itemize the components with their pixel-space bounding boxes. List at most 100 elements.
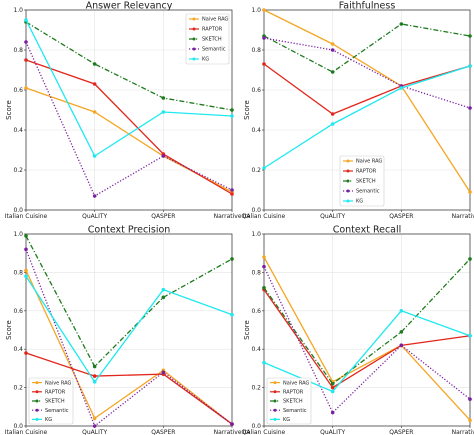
data-point — [92, 194, 97, 198]
legend-label: SKETCH — [45, 399, 65, 405]
x-tick-label: QASPER — [389, 429, 413, 435]
legend-label: Naive RAG — [45, 380, 71, 386]
data-point — [24, 247, 28, 252]
legend-label: KG — [45, 417, 52, 423]
legend-label: Semantic — [202, 47, 226, 53]
y-tick-label: 0.0 — [251, 423, 261, 430]
x-tick-label: NarrativeQA — [452, 429, 474, 435]
legend-marker — [192, 17, 196, 21]
data-point — [161, 295, 166, 300]
x-tick-label: Italian Cuisine — [5, 429, 48, 435]
axes-frame — [263, 233, 471, 427]
data-point — [92, 374, 97, 378]
y-axis-label: Score — [243, 100, 251, 120]
data-point — [24, 274, 28, 279]
data-point — [24, 18, 28, 22]
y-tick-label: 0.2 — [251, 167, 261, 174]
data-point — [330, 389, 335, 394]
legend-label: Semantic — [356, 189, 380, 195]
legend-box — [185, 13, 230, 65]
data-point — [330, 112, 335, 116]
legend-marker — [273, 408, 277, 412]
y-tick-label: 0.0 — [251, 207, 261, 214]
x-tick-label: QuALITY — [320, 213, 345, 220]
y-tick-label: 0.2 — [13, 167, 23, 174]
series-line-raptor — [25, 59, 233, 195]
data-point — [230, 192, 234, 196]
legend-label: RAPTOR — [283, 390, 304, 396]
legend-marker — [346, 159, 350, 163]
y-tick-label: 0.6 — [251, 87, 261, 94]
x-tick-label: QuALITY — [320, 429, 345, 435]
series-line-raptor — [263, 63, 471, 115]
legend-label: KG — [356, 199, 363, 205]
data-point — [330, 70, 335, 74]
legend-label: Naive RAG — [202, 17, 228, 23]
data-point — [161, 370, 166, 375]
legend-label: Naive RAG — [356, 159, 382, 165]
legend-marker — [346, 199, 350, 203]
data-point — [92, 62, 97, 66]
y-axis-label: Score — [243, 320, 251, 340]
y-tick-label: 0.6 — [13, 308, 23, 315]
series-line-semantic — [263, 37, 471, 109]
data-point — [468, 64, 472, 68]
series-line-kg — [263, 310, 471, 393]
data-point — [230, 257, 234, 261]
legend-marker — [192, 57, 196, 61]
y-tick-label: 0.4 — [13, 346, 23, 353]
data-point — [92, 380, 97, 384]
data-point — [230, 108, 234, 112]
legend: Naive RAG RAPTOR SKETCH Semantic KG — [185, 13, 230, 65]
legend-box — [339, 155, 385, 207]
legend-marker — [192, 27, 196, 31]
axes-frame — [263, 9, 471, 211]
legend: Naive RAG RAPTOR SKETCH Semantic KG — [28, 377, 74, 425]
data-point — [399, 309, 404, 313]
x-tick-label: NarrativeQA — [452, 213, 474, 220]
chart-title: Context Precision — [88, 225, 171, 236]
y-tick-label: 0.0 — [13, 207, 23, 214]
chart-title: Context Recall — [333, 225, 402, 236]
legend-marker — [273, 381, 277, 385]
y-tick-label: 0.6 — [13, 87, 23, 94]
data-point — [330, 42, 335, 46]
chart-title: Answer Relevancy — [86, 1, 173, 12]
legend: Naive RAG RAPTOR SKETCH Semantic KG — [266, 377, 312, 425]
data-point — [262, 36, 266, 40]
series-line-naive-rag — [263, 9, 471, 193]
data-point — [330, 385, 335, 390]
legend-label: SKETCH — [356, 179, 376, 185]
legend-label: Semantic — [283, 408, 307, 414]
legend-label: RAPTOR — [45, 390, 66, 396]
x-tick-label: Italian Cuisine — [243, 429, 286, 435]
x-tick-label: Italian Cuisine — [5, 213, 48, 220]
series-line-sketch — [25, 235, 233, 368]
data-point — [468, 257, 472, 261]
y-tick-label: 1.0 — [13, 7, 23, 14]
legend-box — [28, 377, 74, 425]
legend-marker — [35, 399, 39, 403]
data-point — [230, 114, 234, 118]
y-tick-label: 1.0 — [251, 7, 261, 14]
series-line-raptor — [263, 289, 471, 389]
legend-marker — [35, 390, 39, 394]
legend: Naive RAG RAPTOR SKETCH Semantic KG — [339, 155, 385, 207]
data-point — [468, 190, 472, 194]
series-line-naive-rag — [25, 270, 233, 425]
data-point — [24, 351, 28, 355]
data-point — [468, 397, 472, 401]
legend-marker — [192, 37, 196, 41]
y-tick-label: 0.6 — [251, 308, 261, 315]
y-tick-label: 0.8 — [251, 269, 261, 276]
y-tick-label: 0.4 — [251, 346, 261, 353]
data-point — [262, 264, 266, 269]
legend-label: SKETCH — [202, 37, 222, 43]
y-tick-label: 0.4 — [13, 127, 23, 134]
legend-box — [266, 377, 312, 425]
legend-marker — [346, 189, 350, 193]
data-point — [468, 333, 472, 338]
data-point — [399, 22, 404, 26]
data-point — [330, 48, 335, 52]
data-point — [92, 154, 97, 158]
